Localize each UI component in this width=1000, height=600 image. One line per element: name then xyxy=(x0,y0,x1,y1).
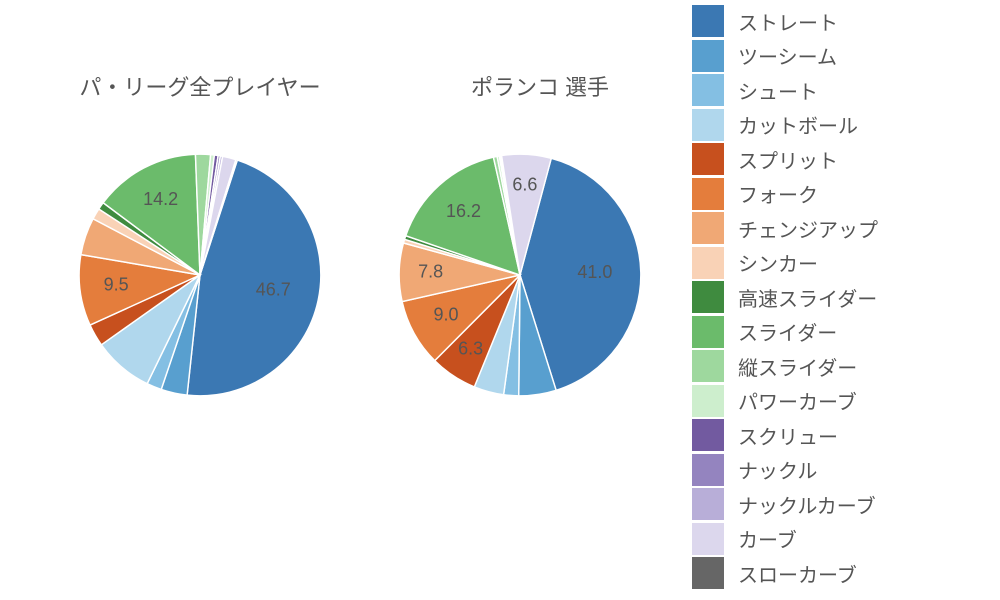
slice-label: 16.2 xyxy=(446,201,481,221)
pie-svg-1: 46.7 9.5 14.2 xyxy=(55,130,345,420)
legend-label: スライダー xyxy=(738,317,837,346)
legend-label: スプリット xyxy=(738,145,838,174)
legend-item: スプリット xyxy=(692,142,992,177)
legend-swatch xyxy=(692,385,724,417)
legend-swatch xyxy=(692,557,724,589)
legend-item: スライダー xyxy=(692,315,992,350)
legend-item: チェンジアップ xyxy=(692,211,992,246)
legend-label: スクリュー xyxy=(738,421,838,450)
legend-swatch xyxy=(692,178,724,210)
pie-chart-1: 46.7 9.5 14.2 xyxy=(55,130,345,420)
legend-swatch xyxy=(692,454,724,486)
slice-label: 9.5 xyxy=(104,275,129,295)
legend-label: ストレート xyxy=(738,7,838,36)
pie-chart-2: 41.0 6.39.0 7.8 16.2 6.6 xyxy=(375,130,665,420)
legend-item: ストレート xyxy=(692,4,992,39)
legend-swatch xyxy=(692,5,724,37)
legend-item: ナックル xyxy=(692,453,992,488)
legend-label: ナックルカーブ xyxy=(738,490,876,519)
legend-item: スクリュー xyxy=(692,418,992,453)
legend-item: パワーカーブ xyxy=(692,384,992,419)
slice-label: 46.7 xyxy=(256,279,291,299)
pie-svg-2: 41.0 6.39.0 7.8 16.2 6.6 xyxy=(375,130,665,420)
legend-label: ツーシーム xyxy=(738,41,837,70)
legend-item: 高速スライダー xyxy=(692,280,992,315)
slice-label: 9.0 xyxy=(433,305,458,325)
legend-label: カットボール xyxy=(738,110,858,139)
legend-item: カットボール xyxy=(692,108,992,143)
legend-swatch xyxy=(692,212,724,244)
legend-item: スローカーブ xyxy=(692,556,992,591)
pie-slices-1: 46.7 9.5 14.2 xyxy=(79,154,321,396)
slice-label: 14.2 xyxy=(143,189,178,209)
pie-title-1: パ・リーグ全プレイヤー xyxy=(40,70,360,102)
pie-slices-2: 41.0 6.39.0 7.8 16.2 6.6 xyxy=(399,154,641,396)
legend: ストレートツーシームシュートカットボールスプリットフォークチェンジアップシンカー… xyxy=(692,4,992,591)
legend-label: チェンジアップ xyxy=(738,214,878,243)
slice-label: 7.8 xyxy=(418,262,443,282)
legend-item: シュート xyxy=(692,73,992,108)
legend-item: フォーク xyxy=(692,177,992,212)
legend-item: カーブ xyxy=(692,522,992,557)
legend-label: フォーク xyxy=(738,179,818,208)
legend-swatch xyxy=(692,419,724,451)
legend-item: ツーシーム xyxy=(692,39,992,74)
legend-swatch xyxy=(692,109,724,141)
legend-label: シンカー xyxy=(738,248,818,277)
slice-label: 41.0 xyxy=(577,262,612,282)
legend-swatch xyxy=(692,488,724,520)
legend-label: パワーカーブ xyxy=(738,386,857,415)
legend-item: ナックルカーブ xyxy=(692,487,992,522)
legend-swatch xyxy=(692,316,724,348)
legend-label: カーブ xyxy=(738,524,797,553)
chart-stage: パ・リーグ全プレイヤー 46.7 9.5 14.2 ポランコ 選手 41.0 6.39… xyxy=(0,0,1000,600)
legend-item: 縦スライダー xyxy=(692,349,992,384)
slice-label: 6.3 xyxy=(458,338,483,358)
legend-label: シュート xyxy=(738,76,818,105)
pie-title-2: ポランコ 選手 xyxy=(380,70,700,102)
legend-swatch xyxy=(692,143,724,175)
legend-label: ナックル xyxy=(738,455,817,484)
legend-swatch xyxy=(692,350,724,382)
legend-label: スローカーブ xyxy=(738,559,857,588)
legend-swatch xyxy=(692,523,724,555)
legend-swatch xyxy=(692,281,724,313)
legend-label: 高速スライダー xyxy=(738,283,877,312)
slice-label: 6.6 xyxy=(512,174,537,194)
legend-item: シンカー xyxy=(692,246,992,281)
legend-swatch xyxy=(692,74,724,106)
legend-label: 縦スライダー xyxy=(738,352,857,381)
legend-swatch xyxy=(692,247,724,279)
legend-swatch xyxy=(692,40,724,72)
